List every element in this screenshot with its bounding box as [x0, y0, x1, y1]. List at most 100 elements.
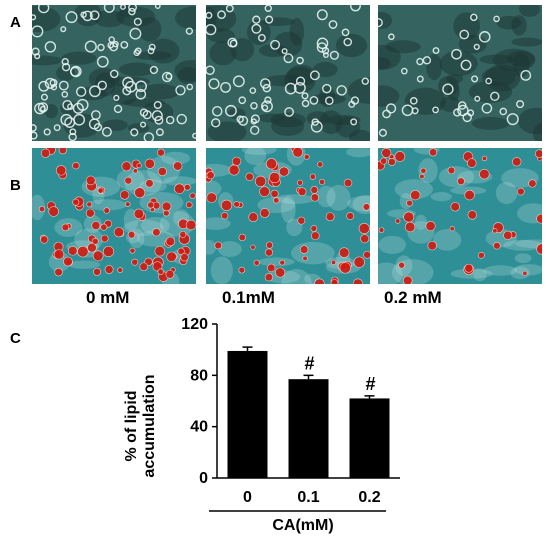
lipid-droplet-cell	[303, 153, 310, 160]
cell	[499, 107, 508, 116]
lipid-droplet-cell	[61, 223, 70, 232]
lipid-droplet-cell	[534, 149, 542, 158]
cell	[153, 100, 162, 110]
cell	[154, 5, 161, 10]
micrograph-texture	[446, 74, 464, 84]
cell	[311, 118, 319, 126]
cell	[120, 5, 126, 10]
cell	[155, 128, 164, 137]
micrograph-texture	[133, 51, 172, 60]
cell	[61, 58, 69, 66]
micrograph-texture	[241, 148, 277, 156]
micrograph-texture	[514, 239, 542, 249]
cell	[90, 110, 101, 120]
x-axis-label: CA(mM)	[272, 517, 333, 534]
micrograph-texture	[257, 257, 295, 267]
micrograph-texture	[244, 148, 267, 166]
lipid-droplet-cell	[466, 158, 477, 168]
y-tick-label: 80	[190, 367, 208, 384]
cell	[432, 47, 440, 55]
lipid-droplet-cell	[92, 250, 104, 262]
lipid-droplet-cell	[238, 266, 246, 274]
lipid-droplet-cell	[302, 255, 308, 261]
micrograph-texture	[439, 50, 478, 77]
cell	[128, 7, 136, 16]
cell	[44, 77, 56, 89]
micrograph-texture	[378, 85, 400, 107]
lipid-droplet-cell	[338, 247, 350, 258]
micrograph-texture	[56, 65, 76, 82]
micrograph-a-02mm	[378, 5, 542, 141]
lipid-droplet-cell	[343, 178, 353, 188]
lipid-droplet-cell	[154, 245, 166, 257]
cell	[40, 93, 48, 101]
cell	[401, 104, 414, 117]
cell	[322, 52, 329, 59]
lipid-droplet-cell	[103, 207, 110, 214]
cell	[185, 27, 194, 35]
cell	[293, 81, 306, 94]
cell	[65, 11, 78, 24]
lipid-droplet-cell	[353, 256, 365, 268]
lipid-droplet-cell	[352, 278, 363, 284]
lipid-droplet-cell	[250, 244, 256, 250]
micrograph-texture	[118, 62, 155, 77]
lipid-droplet-cell	[394, 151, 406, 162]
cell	[142, 110, 152, 120]
lipid-droplet-cell	[93, 267, 102, 276]
lipid-droplet-cell	[157, 268, 164, 275]
lipid-droplet-cell	[177, 247, 185, 255]
micrograph-texture	[503, 239, 542, 251]
cell	[265, 15, 274, 24]
lipid-droplet-cell	[278, 166, 289, 177]
cell	[350, 5, 361, 12]
cell	[64, 117, 76, 128]
lipid-accumulation-chart: % of lipid accumulation 0 40 80 120 0 0.1 #0.2…	[123, 316, 400, 534]
lipid-droplet-cell	[310, 231, 320, 241]
lipid-droplet-cell	[318, 178, 326, 185]
lipid-droplet-cell	[185, 219, 196, 231]
cell	[485, 77, 492, 85]
y-tick-label: 120	[181, 316, 208, 333]
cell	[101, 126, 112, 137]
lipid-droplet-cell	[447, 166, 456, 175]
cell	[149, 65, 159, 75]
lipid-droplet-cell	[67, 245, 78, 256]
cell	[490, 91, 500, 102]
cell	[409, 97, 418, 105]
lipid-droplet-cell	[265, 158, 278, 170]
cell	[84, 40, 97, 53]
cell	[175, 85, 186, 96]
lipid-droplet-cell	[100, 234, 109, 243]
cell	[316, 42, 328, 53]
micrograph-texture	[281, 269, 312, 284]
micrograph-a-0mm	[32, 5, 196, 141]
lipid-droplet-cell	[522, 270, 528, 276]
lipid-droplet-cell	[427, 241, 437, 251]
cell	[341, 28, 350, 37]
micrograph-texture	[262, 17, 295, 26]
lipid-droplet-cell	[113, 227, 124, 238]
cell	[481, 102, 493, 114]
lipid-droplet-cell	[297, 187, 307, 197]
cell	[68, 132, 77, 141]
lipid-droplet-cell	[536, 243, 542, 255]
micrograph-texture	[433, 228, 462, 251]
micrograph-texture	[378, 235, 407, 254]
bar	[349, 398, 390, 478]
lipid-droplet-cell	[325, 212, 335, 222]
micrograph-texture	[280, 195, 296, 223]
lipid-droplet-cell	[38, 206, 46, 213]
micrograph-texture	[141, 216, 170, 235]
micrograph-texture	[430, 191, 453, 202]
micrograph-texture	[63, 113, 101, 138]
cell	[140, 121, 147, 128]
micrograph-texture	[161, 151, 191, 165]
cell	[143, 132, 155, 141]
lipid-droplet-cell	[363, 250, 370, 259]
lipid-droplet-cell	[184, 183, 191, 191]
lipid-droplet-cell	[121, 161, 132, 172]
micrograph-texture	[378, 262, 403, 284]
cell	[474, 95, 481, 102]
cell	[113, 94, 120, 101]
